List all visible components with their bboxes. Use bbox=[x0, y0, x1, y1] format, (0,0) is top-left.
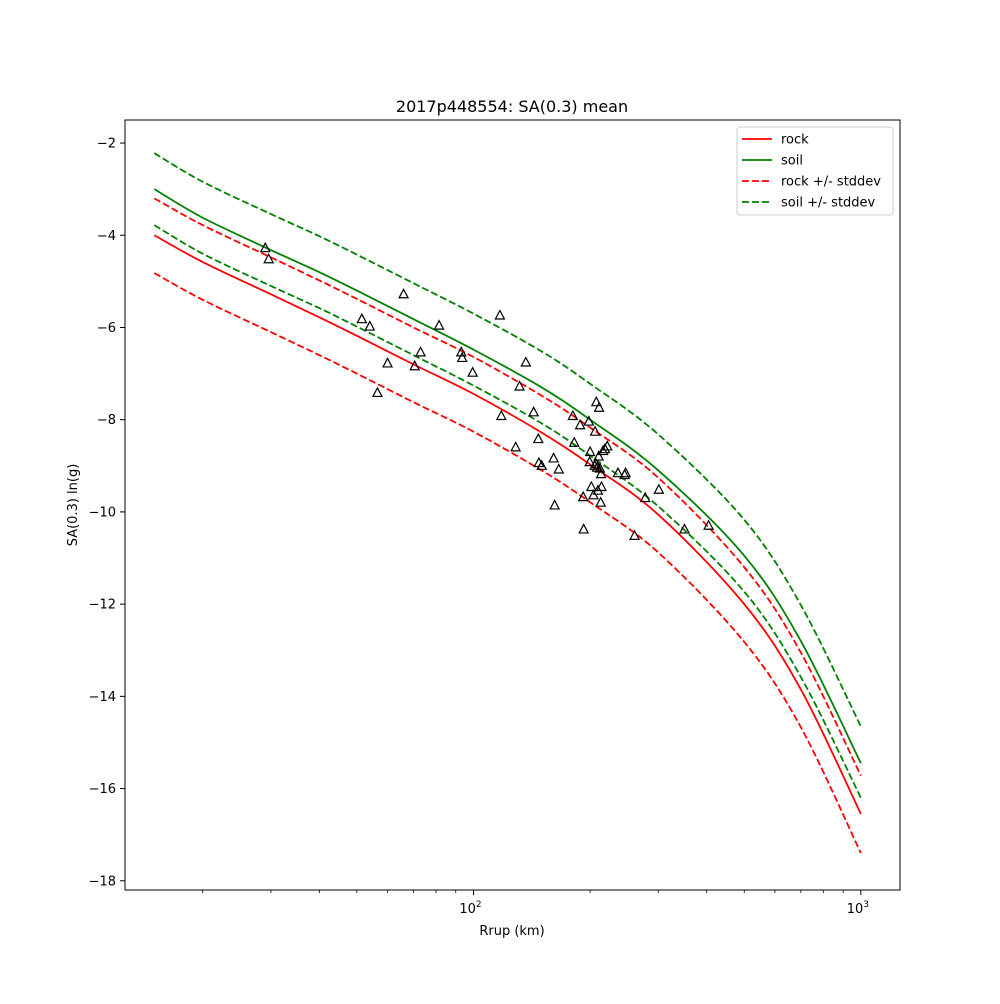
observation-marker-48 bbox=[599, 442, 611, 454]
observation-points bbox=[259, 241, 715, 540]
observation-marker-41 bbox=[593, 450, 605, 461]
legend-label-0: rock bbox=[781, 133, 809, 148]
observation-marker-57 bbox=[703, 519, 715, 530]
observation-marker-14 bbox=[495, 409, 507, 421]
observation-marker-4 bbox=[371, 386, 383, 398]
y-tick-label-3: −8 bbox=[97, 413, 116, 428]
observation-marker-46 bbox=[595, 480, 607, 492]
y-axis-label: SA(0.3) ln(g) bbox=[66, 464, 81, 547]
y-tick-label-1: −4 bbox=[97, 229, 116, 244]
observation-marker-8 bbox=[415, 346, 427, 357]
y-tick-label-4: −10 bbox=[89, 505, 116, 520]
legend: rock soil rock +/- stddev soil +/- stddev bbox=[736, 126, 894, 216]
observation-marker-36 bbox=[589, 425, 601, 436]
observation-marker-27 bbox=[574, 418, 586, 430]
observation-marker-0 bbox=[259, 241, 271, 253]
series-line-2 bbox=[153, 197, 862, 777]
observation-marker-13 bbox=[494, 309, 506, 320]
observation-marker-53 bbox=[629, 529, 641, 540]
series-line-1 bbox=[153, 188, 862, 764]
observation-marker-31 bbox=[584, 455, 596, 467]
observation-marker-12 bbox=[467, 366, 479, 377]
legend-label-1: soil bbox=[781, 154, 803, 169]
observation-marker-17 bbox=[520, 356, 532, 367]
series-line-0 bbox=[153, 234, 862, 815]
observation-marker-55 bbox=[653, 483, 665, 494]
observation-marker-30 bbox=[583, 415, 595, 426]
legend-label-2: rock +/- stddev bbox=[781, 175, 881, 190]
observation-marker-26 bbox=[568, 436, 580, 447]
observation-marker-24 bbox=[553, 463, 565, 474]
x-axis-label: Rrup (km) bbox=[479, 924, 544, 939]
observation-marker-32 bbox=[584, 445, 596, 457]
observation-marker-28 bbox=[577, 490, 589, 502]
observation-marker-50 bbox=[612, 466, 624, 478]
observation-marker-7 bbox=[409, 359, 421, 371]
y-tick-label-0: −2 bbox=[97, 137, 116, 152]
observation-marker-18 bbox=[528, 406, 540, 417]
y-tick-label-6: −14 bbox=[89, 690, 116, 705]
observation-marker-11 bbox=[456, 351, 468, 363]
observation-marker-54 bbox=[639, 491, 651, 503]
observation-marker-45 bbox=[595, 467, 607, 479]
legend-items: rock soil rock +/- stddev soil +/- stddev bbox=[742, 133, 881, 211]
observation-marker-39 bbox=[591, 461, 603, 472]
y-tick-label-7: −16 bbox=[89, 782, 116, 797]
series-line-3 bbox=[153, 272, 862, 854]
observation-marker-3 bbox=[364, 320, 376, 331]
legend-label-3: soil +/- stddev bbox=[781, 196, 876, 211]
series-line-5 bbox=[153, 224, 862, 799]
observation-marker-16 bbox=[514, 380, 526, 391]
series-lines bbox=[153, 152, 862, 854]
observation-marker-49 bbox=[601, 440, 613, 451]
observation-marker-6 bbox=[398, 288, 410, 299]
observation-marker-29 bbox=[578, 523, 590, 534]
observation-marker-22 bbox=[548, 452, 560, 463]
observation-marker-23 bbox=[549, 499, 561, 510]
observation-marker-19 bbox=[532, 432, 544, 444]
observation-marker-33 bbox=[585, 480, 597, 492]
y-tick-label-2: −6 bbox=[97, 321, 116, 336]
y-tick-label-8: −18 bbox=[89, 874, 116, 889]
observation-marker-1 bbox=[263, 252, 275, 264]
observation-marker-52 bbox=[620, 466, 632, 478]
chart-title: 2017p448554: SA(0.3) mean bbox=[396, 97, 628, 116]
plot-frame bbox=[124, 119, 901, 891]
legend-box bbox=[736, 126, 894, 216]
observation-marker-38 bbox=[590, 395, 602, 407]
observation-marker-42 bbox=[593, 401, 605, 412]
observation-marker-37 bbox=[590, 457, 602, 469]
observation-marker-25 bbox=[567, 409, 579, 421]
observation-marker-21 bbox=[536, 459, 548, 470]
observation-marker-15 bbox=[510, 441, 522, 452]
y-tick-label-5: −12 bbox=[89, 598, 116, 613]
observation-marker-9 bbox=[433, 319, 445, 330]
observation-marker-2 bbox=[356, 312, 368, 324]
observation-marker-56 bbox=[678, 523, 690, 534]
observation-marker-5 bbox=[382, 357, 394, 368]
observation-marker-44 bbox=[595, 496, 607, 507]
series-line-4 bbox=[153, 152, 862, 727]
